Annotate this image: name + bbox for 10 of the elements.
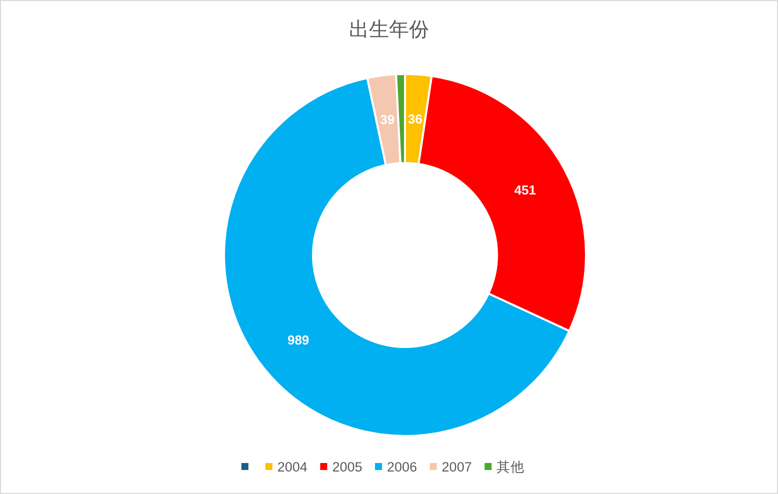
data-label: 451 [514,182,536,198]
legend-label: 2004 [277,460,308,475]
legend-label: 2006 [387,460,418,475]
data-label: 36 [408,111,422,126]
data-label: 989 [287,332,310,348]
chart-title: 出生年份 [349,19,429,41]
data-label: 39 [380,112,395,128]
legend-label: 其他 [496,460,525,475]
legend-label: 2007 [442,460,472,475]
legend-label: 2005 [332,460,362,475]
